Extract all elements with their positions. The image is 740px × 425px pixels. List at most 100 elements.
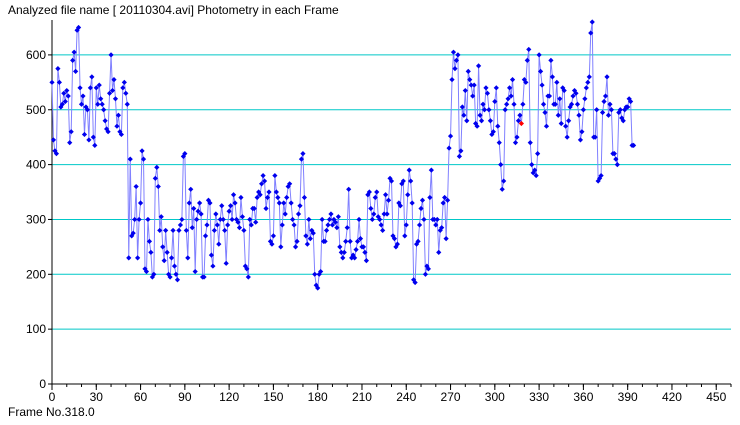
data-point bbox=[273, 189, 279, 195]
data-point bbox=[229, 216, 235, 223]
data-point bbox=[226, 208, 232, 214]
data-point bbox=[554, 79, 560, 85]
data-point bbox=[459, 104, 465, 110]
x-tick-label: 150 bbox=[263, 390, 283, 404]
data-point bbox=[418, 205, 424, 212]
data-point bbox=[489, 131, 495, 138]
data-point bbox=[98, 96, 104, 102]
data-point bbox=[298, 156, 305, 162]
data-point bbox=[552, 101, 558, 107]
data-point bbox=[444, 197, 451, 203]
data-point bbox=[532, 167, 538, 173]
x-tick-label: 300 bbox=[485, 390, 505, 404]
data-point bbox=[307, 236, 313, 242]
data-point bbox=[276, 200, 282, 206]
data-point bbox=[560, 85, 566, 91]
y-tick-label: 300 bbox=[26, 212, 46, 226]
data-point bbox=[202, 233, 209, 239]
data-point bbox=[582, 96, 588, 102]
x-tick-label: 120 bbox=[219, 390, 239, 404]
data-point bbox=[363, 257, 370, 264]
data-point bbox=[220, 216, 226, 223]
data-point bbox=[620, 118, 626, 124]
data-point bbox=[56, 79, 62, 85]
data-point bbox=[90, 134, 96, 140]
data-point bbox=[145, 216, 151, 223]
data-point bbox=[99, 101, 105, 107]
data-point bbox=[152, 175, 158, 181]
data-point bbox=[168, 255, 175, 261]
data-point bbox=[179, 216, 185, 223]
data-point bbox=[431, 216, 437, 223]
data-point bbox=[105, 129, 111, 135]
data-point bbox=[611, 151, 617, 157]
data-point bbox=[109, 87, 116, 94]
data-point bbox=[123, 90, 129, 96]
data-point bbox=[442, 194, 448, 201]
data-point bbox=[384, 211, 390, 217]
data-point bbox=[353, 247, 359, 253]
data-point bbox=[210, 263, 216, 269]
data-point bbox=[160, 244, 166, 250]
data-point bbox=[368, 205, 374, 212]
data-point bbox=[232, 200, 238, 206]
data-point bbox=[241, 227, 247, 234]
data-point bbox=[163, 227, 169, 234]
data-point bbox=[425, 266, 432, 272]
data-point bbox=[595, 178, 601, 184]
data-point bbox=[127, 156, 133, 162]
data-point bbox=[174, 277, 181, 283]
data-point bbox=[338, 249, 344, 255]
data-point bbox=[365, 192, 371, 198]
data-point bbox=[292, 244, 299, 250]
data-point bbox=[573, 90, 579, 96]
data-point bbox=[53, 151, 60, 157]
data-point bbox=[543, 123, 550, 129]
data-point bbox=[443, 236, 449, 242]
data-point bbox=[70, 57, 76, 63]
x-tick-label: 60 bbox=[134, 390, 148, 404]
data-point bbox=[455, 52, 461, 58]
data-point bbox=[608, 107, 615, 113]
data-point bbox=[259, 181, 265, 187]
data-point bbox=[523, 79, 529, 85]
data-point bbox=[350, 252, 356, 258]
data-point bbox=[304, 241, 310, 247]
data-point bbox=[126, 255, 132, 261]
data-point bbox=[182, 151, 188, 157]
data-point bbox=[171, 263, 178, 269]
data-point bbox=[542, 109, 548, 116]
data-point bbox=[281, 200, 287, 206]
data-point bbox=[354, 238, 361, 244]
data-point bbox=[605, 112, 612, 118]
data-point bbox=[188, 186, 194, 192]
data-point bbox=[341, 249, 347, 255]
data-point bbox=[517, 112, 523, 118]
data-point bbox=[501, 178, 507, 184]
data-point bbox=[422, 271, 429, 277]
data-point bbox=[245, 274, 251, 280]
data-point bbox=[101, 107, 107, 113]
data-point bbox=[315, 285, 321, 291]
data-point bbox=[294, 238, 300, 244]
data-point bbox=[332, 219, 339, 225]
data-point bbox=[228, 203, 234, 209]
data-point bbox=[589, 19, 595, 25]
data-point bbox=[157, 227, 163, 234]
data-point bbox=[67, 140, 73, 146]
data-point bbox=[185, 255, 191, 261]
data-point bbox=[468, 82, 474, 88]
data-point bbox=[239, 214, 246, 220]
data-point bbox=[558, 120, 564, 127]
data-point bbox=[447, 133, 454, 139]
data-point bbox=[588, 30, 594, 36]
data-point bbox=[381, 211, 387, 217]
data-point bbox=[374, 189, 380, 195]
data-point bbox=[87, 85, 93, 91]
x-tick-label: 270 bbox=[441, 390, 461, 404]
data-point bbox=[83, 104, 89, 110]
data-point bbox=[520, 101, 526, 107]
data-point bbox=[256, 189, 262, 195]
data-point bbox=[313, 282, 319, 288]
data-point bbox=[279, 222, 285, 228]
